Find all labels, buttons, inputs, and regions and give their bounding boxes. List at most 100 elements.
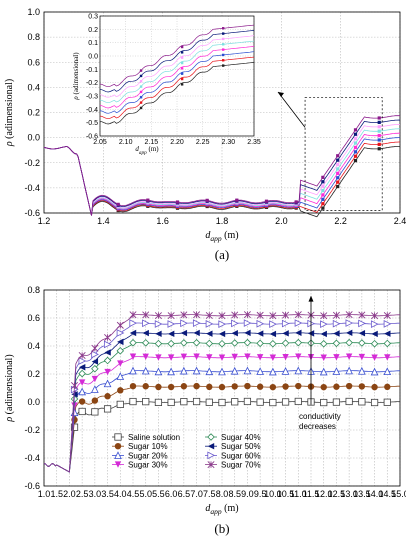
data-point xyxy=(117,360,124,367)
data-point xyxy=(333,383,340,390)
data-point xyxy=(180,366,188,375)
data-point xyxy=(231,319,239,328)
y-tick-label: 0.8 xyxy=(27,285,40,295)
data-point xyxy=(205,320,214,328)
inset-data-point xyxy=(180,45,184,49)
data-point xyxy=(116,347,125,355)
y-tick-label: 0.6 xyxy=(27,57,40,67)
data-point xyxy=(244,353,251,360)
data-point xyxy=(256,311,264,319)
inset-y-tick-label: 0.3 xyxy=(88,14,98,21)
data-point xyxy=(345,329,353,337)
data-point xyxy=(142,329,149,337)
x-tick-label: 14.0 xyxy=(366,489,384,499)
data-point xyxy=(78,352,86,360)
data-point xyxy=(336,154,340,158)
data-point xyxy=(269,330,277,338)
inset-series-line xyxy=(99,35,255,98)
inset-x-tick-label: 2.15 xyxy=(145,139,159,146)
x-tick-label: 5.0 xyxy=(139,489,152,499)
legend-label: Sugar 70% xyxy=(221,461,261,470)
x-tick-label: 10.5 xyxy=(277,489,295,499)
series-line xyxy=(43,141,400,216)
data-point xyxy=(78,398,86,405)
inset-x-tick-label: 2.20 xyxy=(170,139,184,146)
y-tick-label: -0.4 xyxy=(24,183,40,193)
data-point xyxy=(218,367,226,376)
x-tick-label: 7.5 xyxy=(203,489,216,499)
x-tick-label: 9.0 xyxy=(241,489,254,499)
inset-data-point xyxy=(222,59,225,62)
data-point xyxy=(269,367,277,376)
data-point xyxy=(320,312,328,320)
x-tick-label: 8.0 xyxy=(216,489,229,499)
data-point xyxy=(383,311,391,319)
inset-data-point xyxy=(139,69,143,72)
inset-series-line xyxy=(99,30,255,93)
x-tick-label: 3.0 xyxy=(89,489,102,499)
annotation-text: decreases xyxy=(299,422,336,431)
x-tick-label: 9.5 xyxy=(254,489,267,499)
data-point xyxy=(154,312,162,320)
data-point xyxy=(218,339,226,348)
inset-series-line xyxy=(99,40,255,104)
inset-y-axis-title: ρ (adimensional) xyxy=(72,52,80,101)
data-point xyxy=(383,339,392,348)
data-point xyxy=(321,197,325,201)
data-point xyxy=(206,354,213,361)
data-point xyxy=(116,372,125,380)
data-point xyxy=(231,398,239,406)
data-point xyxy=(383,367,392,376)
data-point xyxy=(269,398,277,407)
data-point xyxy=(205,339,214,348)
data-point xyxy=(116,321,124,329)
data-point xyxy=(353,145,358,150)
data-point xyxy=(78,387,86,396)
data-point xyxy=(294,311,302,319)
y-tick-label: 0.6 xyxy=(27,313,40,323)
data-point xyxy=(353,154,358,158)
series-line xyxy=(43,137,400,216)
data-point xyxy=(103,405,112,413)
data-point xyxy=(155,354,162,361)
data-point xyxy=(353,141,358,145)
panel-label: (b) xyxy=(214,521,229,536)
inset-data-point xyxy=(222,48,225,51)
data-point xyxy=(231,383,238,390)
data-point xyxy=(116,202,120,206)
data-point xyxy=(103,340,112,349)
data-point xyxy=(377,125,381,129)
data-point xyxy=(180,339,188,347)
x-tick-label: 2.0 xyxy=(63,489,76,499)
y-axis-title: ρ (adimensional) xyxy=(4,79,15,147)
data-point xyxy=(333,330,340,337)
data-point xyxy=(383,398,391,406)
inset-data-point xyxy=(222,32,225,35)
data-point xyxy=(282,311,290,319)
data-point xyxy=(377,116,381,120)
data-point xyxy=(332,367,341,375)
y-tick-label: 0.2 xyxy=(27,108,40,118)
data-point xyxy=(345,382,353,390)
data-point xyxy=(336,176,340,180)
data-point xyxy=(281,339,290,347)
series-line xyxy=(43,132,400,216)
inset-data-point xyxy=(222,27,225,30)
data-point xyxy=(345,366,353,375)
inset-data-point xyxy=(180,56,184,59)
data-point xyxy=(281,319,290,328)
data-point xyxy=(91,397,99,404)
x-axis-title: dapp (m) xyxy=(205,503,238,516)
y-tick-label: 1.0 xyxy=(27,7,40,17)
data-point xyxy=(142,353,149,361)
data-point xyxy=(167,330,175,338)
inset-series-line xyxy=(99,62,255,125)
y-tick-label: 0.4 xyxy=(27,82,40,92)
data-point xyxy=(370,398,379,407)
data-point xyxy=(345,353,353,360)
inset-series-line xyxy=(99,51,255,114)
data-point xyxy=(114,433,122,441)
x-tick-label: 6.0 xyxy=(165,489,178,499)
data-point xyxy=(146,198,150,202)
data-point xyxy=(129,397,137,406)
